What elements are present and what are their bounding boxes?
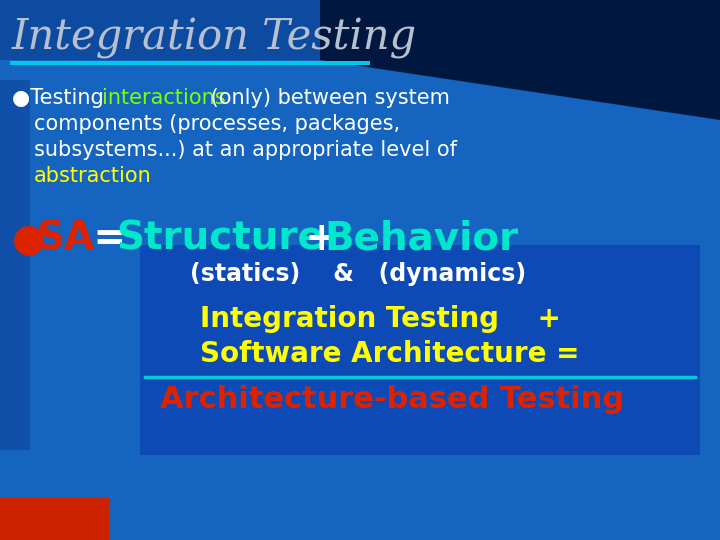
Polygon shape — [350, 0, 720, 60]
Text: Architecture-based Testing: Architecture-based Testing — [160, 385, 624, 414]
Text: ●: ● — [12, 220, 46, 258]
Text: +: + — [292, 220, 351, 258]
Text: ●Testing: ●Testing — [12, 88, 110, 108]
Text: (statics)    &   (dynamics): (statics) & (dynamics) — [190, 262, 526, 286]
Text: Integration Testing: Integration Testing — [12, 17, 417, 59]
Text: components (processes, packages,: components (processes, packages, — [34, 114, 400, 134]
Text: Structure: Structure — [116, 220, 324, 258]
Text: interactions: interactions — [102, 88, 225, 108]
Text: (only) between system: (only) between system — [204, 88, 450, 108]
Text: SA: SA — [36, 220, 94, 258]
Text: subsystems...) at an appropriate level of: subsystems...) at an appropriate level o… — [34, 140, 457, 160]
Bar — [140, 245, 700, 455]
Text: =: = — [80, 220, 140, 258]
Bar — [0, 498, 110, 540]
Bar — [0, 0, 720, 60]
Bar — [0, 80, 30, 450]
Text: Integration Testing    +: Integration Testing + — [200, 305, 561, 333]
Text: Behavior: Behavior — [324, 220, 518, 258]
Bar — [10, 61, 370, 65]
Text: abstraction: abstraction — [34, 166, 152, 186]
Text: Software Architecture =: Software Architecture = — [200, 340, 580, 368]
Polygon shape — [320, 0, 720, 120]
